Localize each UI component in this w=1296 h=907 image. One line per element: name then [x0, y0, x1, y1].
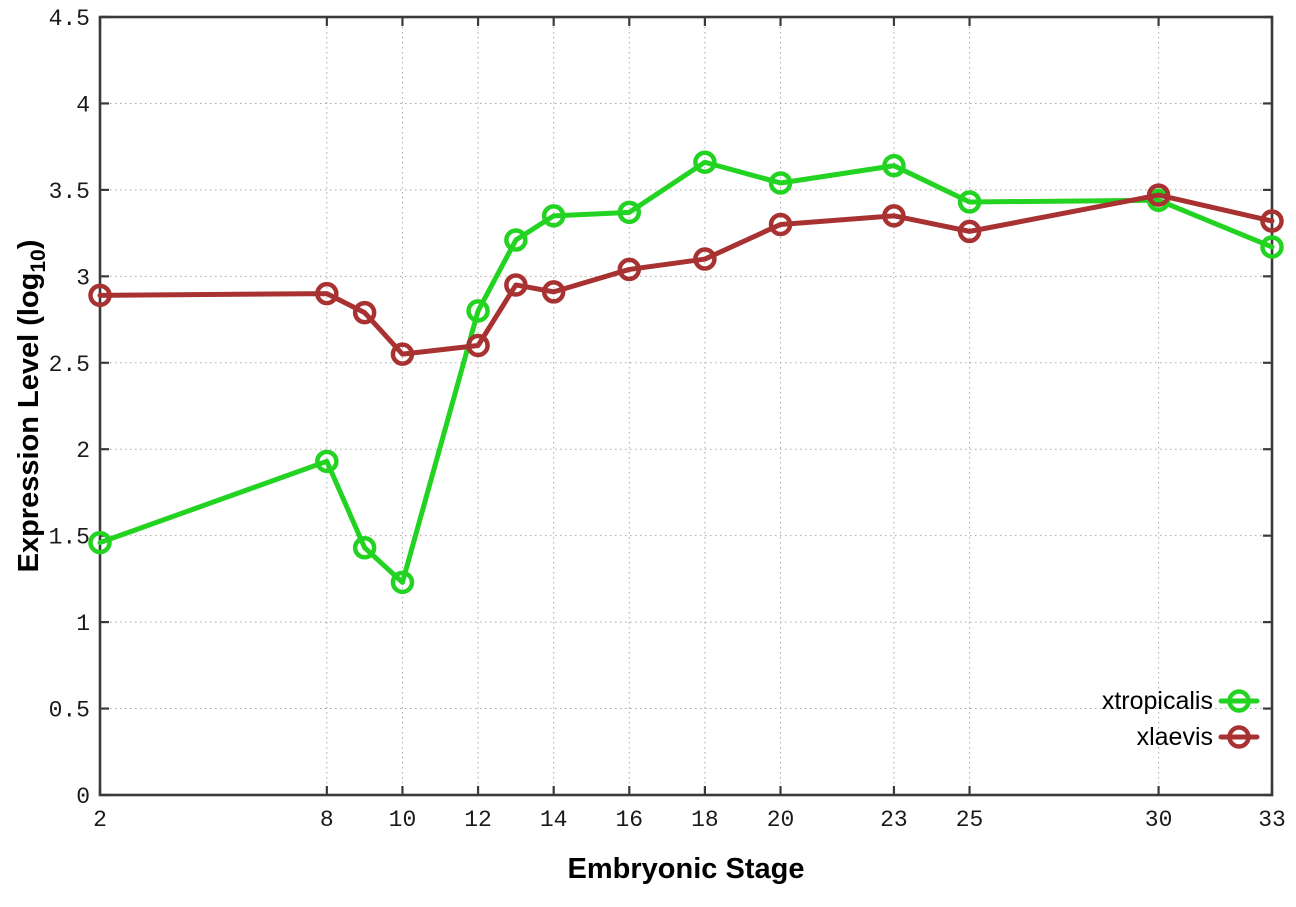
- data-point-xlaevis-stage-20: [768, 212, 793, 237]
- series-line-xtropicalis: [97, 159, 1275, 585]
- data-point-xtropicalis-stage-18: [693, 150, 717, 174]
- x-tick-label: 16: [615, 807, 643, 833]
- data-point-xtropicalis-stage-20: [768, 171, 793, 195]
- data-point-xlaevis-stage-25: [957, 219, 982, 244]
- x-tick-label: 33: [1258, 807, 1286, 833]
- legend-label-xtropicalis: xtropicalis: [1102, 687, 1213, 715]
- data-point-xtropicalis-stage-2: [88, 530, 112, 555]
- legend-marker-xlaevis: [1227, 725, 1251, 749]
- y-tick-label: 4: [76, 92, 90, 118]
- data-point-xlaevis-stage-2: [88, 283, 112, 308]
- data-point-xlaevis-stage-33: [1260, 209, 1284, 233]
- plot-border: [98, 15, 1274, 797]
- x-tick-label: 25: [956, 807, 984, 833]
- y-tick-label: 0: [76, 784, 90, 810]
- y-tick-label: 1.5: [49, 525, 90, 551]
- x-tick-label: 12: [464, 807, 492, 833]
- data-point-xlaevis-stage-12: [466, 333, 490, 358]
- data-point-xtropicalis-stage-10: [390, 570, 415, 595]
- x-tick-label: 10: [389, 807, 417, 833]
- data-point-xtropicalis-stage-8: [315, 449, 339, 474]
- data-point-xtropicalis-stage-33: [1260, 235, 1284, 259]
- y-tick-label: 2.5: [49, 352, 90, 378]
- y-tick-label: 0.5: [49, 698, 90, 724]
- data-point-xtropicalis-stage-13: [504, 228, 528, 252]
- legend-marker-xtropicalis: [1227, 689, 1251, 713]
- y-tick-label: 1: [76, 611, 90, 637]
- y-axis-title: Expression Level (log10): [13, 240, 50, 573]
- y-tick-label: 3: [76, 265, 90, 291]
- y-tick-label: 4.5: [49, 6, 90, 32]
- data-point-xlaevis-stage-14: [541, 280, 566, 304]
- y-tick-label: 3.5: [49, 179, 90, 205]
- data-point-xlaevis-stage-16: [617, 257, 642, 282]
- data-point-xtropicalis-stage-23: [882, 153, 906, 178]
- x-tick-label: 18: [691, 807, 719, 833]
- data-point-xlaevis-stage-8: [315, 281, 339, 306]
- x-tick-label: 8: [320, 807, 334, 833]
- data-point-xtropicalis-stage-25: [957, 190, 982, 214]
- legend-label-xlaevis: xlaevis: [1137, 723, 1213, 751]
- data-point-xlaevis-stage-10: [390, 342, 415, 366]
- x-axis-title: Embryonic Stage: [568, 853, 805, 885]
- data-point-xtropicalis-stage-14: [541, 204, 566, 228]
- x-tick-label: 14: [540, 807, 568, 833]
- data-point-xlaevis-stage-13: [504, 273, 528, 297]
- data-point-xtropicalis-stage-16: [617, 200, 642, 225]
- x-tick-label: 23: [880, 807, 908, 833]
- y-tick-label: 2: [76, 438, 90, 464]
- data-point-xlaevis-stage-23: [882, 204, 906, 228]
- data-point-xlaevis-stage-18: [693, 247, 717, 271]
- series-line-xlaevis: [97, 192, 1275, 357]
- data-point-xlaevis-stage-9: [352, 300, 377, 325]
- x-tick-label: 30: [1145, 807, 1173, 833]
- data-point-xlaevis-stage-30: [1146, 183, 1171, 207]
- x-tick-label: 20: [767, 807, 795, 833]
- data-point-xtropicalis-stage-9: [352, 536, 377, 560]
- x-tick-label: 2: [93, 807, 107, 833]
- data-point-xtropicalis-stage-12: [466, 299, 490, 323]
